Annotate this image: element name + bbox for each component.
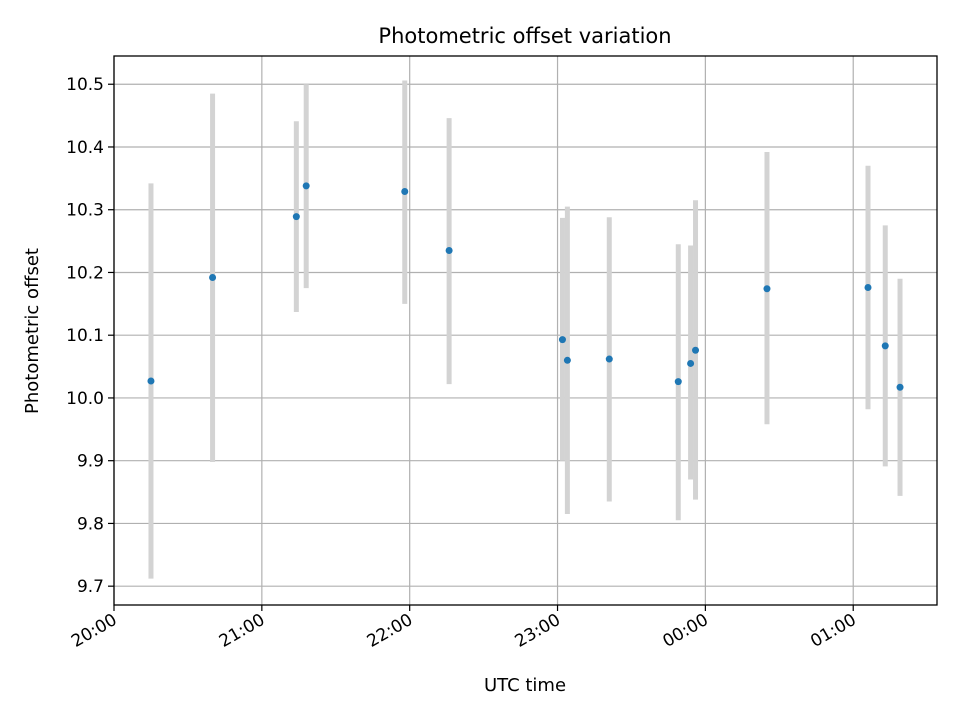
y-tick-label: 10.4	[66, 138, 104, 158]
y-tick-label: 10.3	[66, 201, 104, 221]
y-tick-label: 10.2	[66, 263, 104, 283]
plot-area-frame	[113, 55, 938, 606]
x-tick-label: 22:00	[364, 610, 416, 652]
data-point	[147, 377, 155, 385]
data-point	[401, 188, 409, 196]
error-bars	[148, 80, 903, 579]
y-axis-title: Photometric offset	[22, 248, 43, 414]
data-point	[302, 182, 310, 190]
data-point	[763, 285, 771, 293]
x-tick-label: 00:00	[659, 610, 711, 652]
data-point	[563, 356, 571, 364]
y-tick-label: 10.0	[66, 389, 104, 409]
data-point	[674, 378, 682, 386]
y-tick-label: 10.5	[66, 75, 104, 95]
y-axis-ticks: 9.7 9.8 9.9 10.0 10.1 10.2 10.3 10.4 10.5	[66, 75, 114, 597]
data-points	[147, 182, 904, 391]
y-tick-label: 9.9	[77, 452, 104, 472]
x-axis-title: UTC time	[484, 675, 566, 696]
data-point	[209, 273, 217, 281]
data-point	[864, 284, 872, 292]
x-tick-label: 21:00	[216, 610, 268, 652]
x-tick-label: 23:00	[512, 610, 564, 652]
x-tick-label: 01:00	[807, 610, 859, 652]
y-tick-label: 9.7	[77, 577, 104, 597]
data-point	[445, 247, 453, 255]
x-tick-label: 20:00	[68, 610, 120, 652]
data-point	[558, 336, 566, 344]
data-point	[605, 355, 613, 363]
y-tick-label: 10.1	[66, 326, 104, 346]
data-point	[896, 383, 904, 391]
chart-title: Photometric offset variation	[378, 24, 671, 48]
x-axis-ticks: 20:00 21:00 22:00 23:00 00:00 01:00	[68, 605, 860, 652]
data-point	[687, 359, 695, 367]
y-tick-label: 9.8	[77, 514, 104, 534]
grid-lines	[113, 56, 937, 605]
data-point	[881, 342, 889, 350]
data-point	[292, 213, 300, 221]
data-point	[692, 346, 700, 354]
